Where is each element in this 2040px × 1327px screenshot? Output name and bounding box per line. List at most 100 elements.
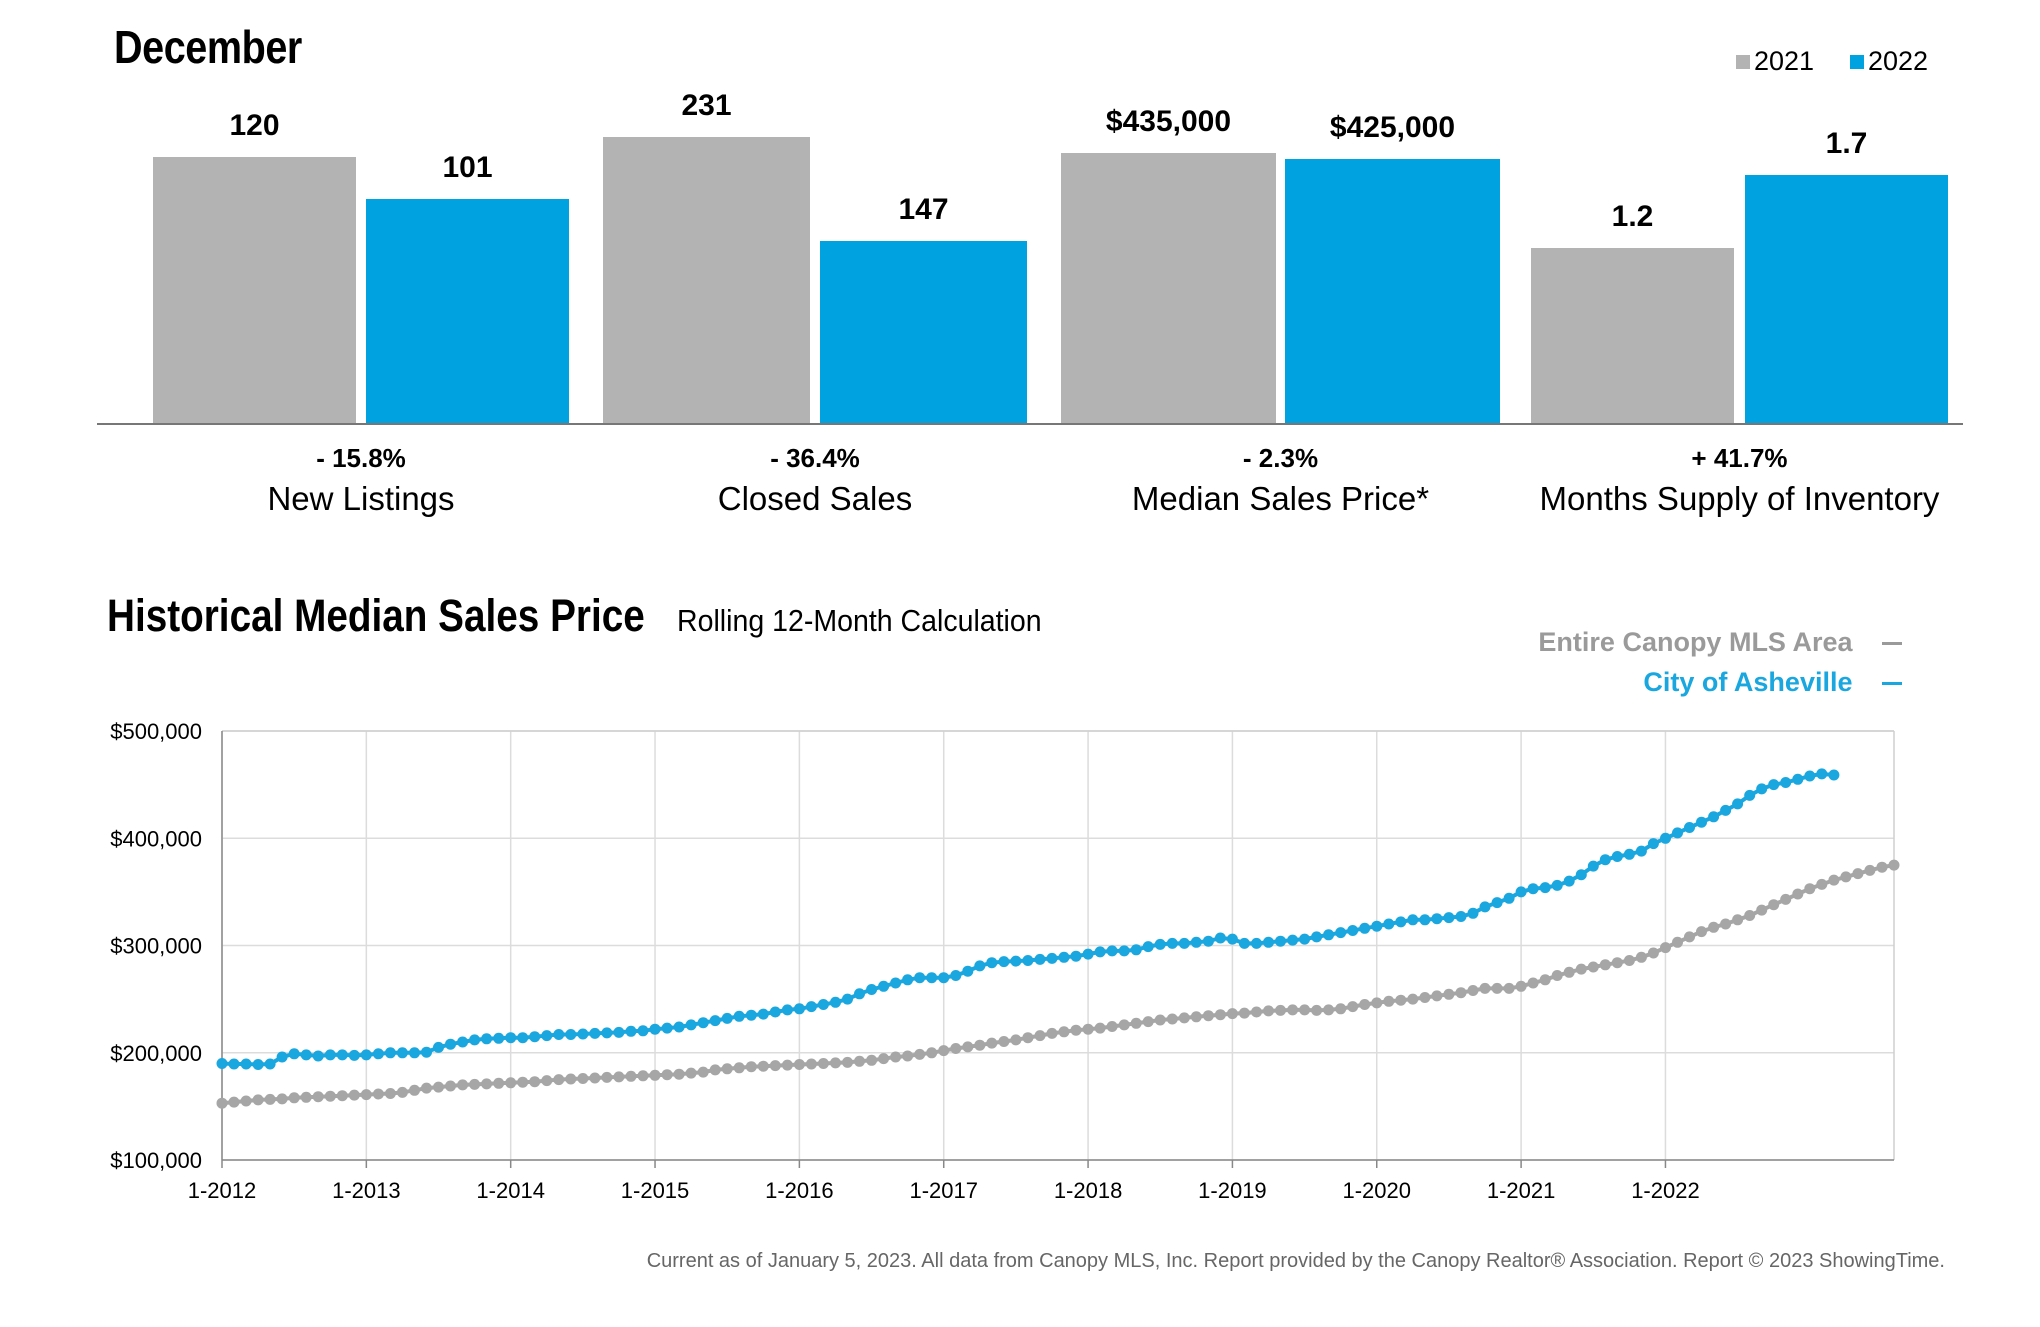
data-point-canopy-area [1696,926,1707,938]
data-point-asheville [1828,769,1840,781]
data-point-canopy-area [1491,982,1503,994]
legend-asheville-dash [1882,682,1902,686]
data-point-asheville [372,1048,384,1060]
data-point-canopy-area [240,1095,252,1107]
data-point-asheville [1166,937,1178,949]
data-point-canopy-area [1251,1006,1262,1018]
data-point-canopy-area [517,1076,529,1088]
data-point-canopy-area [1046,1027,1058,1039]
data-point-asheville [1672,827,1683,839]
data-point-canopy-area [1226,1008,1238,1020]
data-point-asheville [1744,789,1756,801]
legend-label-2021: 2021 [1754,46,1815,76]
value-label-2021: $435,000 [1105,105,1232,138]
data-point-canopy-area [1359,999,1371,1010]
data-point-canopy-area [1792,888,1804,900]
data-point-canopy-area [1527,977,1539,989]
x-tick-label: 1-2021 [1487,1178,1556,1203]
data-point-canopy-area [733,1062,745,1074]
data-point-canopy-area [1599,959,1611,971]
data-point-asheville [288,1048,300,1060]
data-point-asheville [1046,952,1058,964]
data-point-asheville [1479,901,1491,913]
data-point-asheville [842,993,853,1005]
x-tick-label: 1-2016 [765,1178,834,1203]
data-point-asheville [1395,916,1407,928]
data-point-canopy-area [1816,878,1828,890]
data-point-asheville [1190,936,1202,948]
metric-label: Months Supply of Inventory [1539,480,1940,517]
bar-2021 [1061,153,1276,423]
data-point-asheville [1768,779,1780,791]
data-point-asheville [1335,927,1347,939]
x-tick-label: 1-2018 [1054,1178,1123,1203]
data-point-asheville [1515,886,1527,898]
data-point-canopy-area [1443,988,1455,1000]
x-tick-label: 1-2012 [188,1178,257,1203]
data-point-canopy-area [312,1091,324,1103]
data-point-asheville [890,977,902,989]
data-point-canopy-area [565,1073,577,1085]
data-point-asheville [1202,935,1214,947]
data-point-asheville [445,1038,456,1050]
data-point-canopy-area [1082,1023,1094,1035]
data-point-canopy-area [1575,963,1587,975]
data-point-canopy-area [1467,985,1479,996]
footer-note: Current as of January 5, 2023. All data … [646,1250,1945,1272]
data-point-asheville [493,1032,505,1044]
data-point-asheville [1467,907,1479,919]
data-point-canopy-area [601,1071,613,1083]
data-point-canopy-area [1335,1003,1347,1015]
data-point-asheville [1720,804,1732,816]
data-point-canopy-area [661,1069,673,1081]
data-point-canopy-area [1708,921,1720,933]
data-point-canopy-area [372,1088,384,1100]
data-point-canopy-area [950,1043,962,1054]
bar-2021 [603,137,810,423]
data-point-asheville [240,1058,252,1070]
data-point-asheville [745,1009,757,1021]
data-point-canopy-area [757,1060,769,1072]
data-point-asheville [1708,811,1720,823]
data-point-asheville [1756,783,1768,795]
x-tick-label: 1-2020 [1343,1178,1412,1203]
data-point-canopy-area [1744,910,1756,921]
data-point-canopy-area [529,1076,541,1088]
data-point-asheville [264,1058,276,1070]
data-point-canopy-area [649,1069,661,1081]
legend-canopy-area: Entire Canopy MLS Area [1538,627,1902,658]
data-point-asheville [625,1025,637,1037]
data-point-asheville [1251,937,1262,949]
data-point-asheville [1082,948,1094,960]
data-point-canopy-area [264,1093,276,1105]
data-point-canopy-area [1551,970,1563,981]
history-subtitle: Rolling 12-Month Calculation [677,603,1042,638]
data-point-asheville [228,1058,240,1070]
data-point-asheville [1178,937,1190,949]
change-percent: - 2.3% [1242,443,1319,473]
data-point-asheville [1816,768,1828,780]
x-tick-label: 1-2017 [909,1178,978,1203]
data-point-asheville [974,960,986,972]
data-point-asheville [637,1025,649,1037]
data-point-asheville [938,972,950,984]
data-point-canopy-area [986,1037,998,1049]
data-point-asheville [1238,937,1250,949]
data-point-canopy-area [805,1058,817,1070]
data-point-canopy-area [396,1086,408,1098]
data-point-asheville [384,1047,396,1059]
legend-swatch-2021 [1736,54,1750,69]
data-point-canopy-area [866,1054,878,1066]
change-percent: - 15.8% [316,443,406,473]
data-point-canopy-area [613,1071,625,1083]
data-point-canopy-area [553,1074,565,1086]
data-point-canopy-area [1166,1013,1178,1025]
data-point-asheville [962,965,974,977]
data-point-canopy-area [673,1068,685,1080]
data-point-canopy-area [1732,914,1744,926]
data-point-asheville [697,1017,709,1029]
data-point-asheville [1142,941,1154,953]
legend-asheville-label: City of Asheville [1643,667,1853,697]
data-point-asheville [1635,845,1647,857]
y-tick-label: $400,000 [110,826,202,851]
